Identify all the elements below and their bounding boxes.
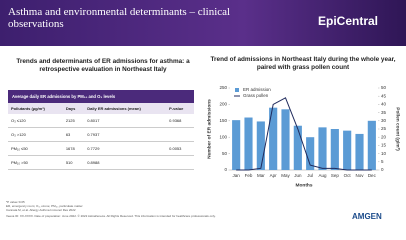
x-tick-label: Mar [257,173,265,178]
slide: Asthma and environmental determinants – … [0,0,406,221]
footer-logo: AMGEN [352,212,382,221]
footnote: ER, emergency room; O₃, ozone; PM₁₀, par… [6,204,83,208]
logo: EpiCentral [318,14,379,28]
bar [269,107,278,170]
y2-tick-label: 10 [381,151,387,156]
table-cell: PM₁₀ >50 [8,155,63,170]
bar [367,120,376,170]
section-title: Trends and determinants of ER admissions… [16,58,190,73]
table: Average daily ER admissions by PM₁₀ and … [8,90,194,170]
bar [355,133,364,170]
table-cell: 0.9368 [166,114,194,128]
table-cell: 1678 [62,141,85,156]
legend-label: Grass pollen [243,93,269,98]
column-header: P-value [166,103,194,114]
table-cell: 63 [62,127,85,142]
y2-tick-label: 20 [381,134,387,139]
table-row: O₃ ≤120 2125 0.8017 0.9368 [8,114,194,128]
x-tick-label: Sep [331,173,340,178]
bar [330,129,339,170]
x-tick-label: Oct [344,173,352,178]
footer: *P value<0.05 ER, emergency room; O₃, ozo… [6,200,336,218]
table-cell: 0.8988 [84,155,167,170]
y2-tick-label: 35 [381,110,387,115]
footnote: Cannata M, et al. Allergy Asthma Immunol… [6,208,76,212]
table-cell: PM₁₀ ≤50 [8,141,63,156]
x-axis-title: Months [295,182,312,188]
line [236,97,372,171]
y2-axis-title: Pollen count (g/m³) [395,107,401,151]
y2-tick-label: 30 [381,118,387,123]
y-tick-label: 200 [219,102,227,107]
x-tick-label: Dec [368,173,377,178]
header-row: Pollutants (µg/m³) Days Daily ER admission… [8,103,194,114]
table-cell: O₃ ≤120 [8,114,63,128]
x-tick-label: May [281,173,290,178]
table-caption: Average daily ER admissions by PM₁₀ and … [8,90,194,103]
y-tick-label: 250 [219,85,227,90]
y-axis-title: Number of ER admissions [206,99,212,159]
x-tick-label: Nov [355,173,364,178]
x-tick-label: Jan [233,173,241,178]
bar [293,125,302,170]
bar [306,137,315,170]
y2-tick-label: 5 [381,159,384,164]
x-tick-label: Feb [245,173,253,178]
slide-title: Asthma and environmental determinants – … [8,6,231,30]
table-cell [166,127,194,142]
bar [281,109,290,170]
x-tick-label: Apr [270,173,278,178]
chart-title: Trend of admissions in Northeast Italy d… [210,56,396,71]
table-cell: 2125 [62,114,85,128]
legend-label: ER admission [243,87,271,92]
y2-tick-label: 25 [381,126,387,131]
bar [244,117,253,170]
bar [343,130,352,170]
bar [232,120,241,170]
column-header: Daily ER admissions (mean) [84,103,167,114]
table-row: PM₁₀ ≤50 1678 0.7729 0.0053 [8,141,194,156]
header-banner [0,0,406,46]
table-cell: 510 [62,155,85,170]
y2-tick-label: 45 [381,93,387,98]
table-row: PM₁₀ >50 510 0.8988 [8,155,194,170]
y-tick-label: 100 [219,134,227,139]
y-tick-label: 0 [224,167,227,172]
table-cell [166,155,194,170]
bar [318,127,327,170]
bar [256,121,265,170]
table-cell: 0.7729 [84,141,167,156]
y-tick-label: 150 [219,118,227,123]
table-cell: 0.8017 [84,114,167,128]
table-body: O₃ ≤120 2125 0.8017 0.9368 O₃ >120 63 0.7937 PM… [8,114,194,170]
footnote: *P value<0.05 [6,200,25,204]
table-cell: 0.0053 [166,141,194,156]
chart: 0 50 100 150 200 250 0 5 10 15 20 25 30 35 40 45 50 Numbe… [206,85,401,188]
column-header: Pollutants (µg/m³) [8,103,63,114]
table-cell: 0.7937 [84,127,167,142]
y2-tick-label: 15 [381,143,387,148]
y2-tick-label: 0 [381,167,384,172]
x-tick-label: Aug [318,173,327,178]
legend-swatch [235,88,239,92]
legal-text: Veeva ID: XX-XXXX. Date of preparation: … [6,214,216,218]
y-tick-label: 50 [222,151,228,156]
y2-tick-label: 50 [381,85,387,90]
x-tick-label: Jul [307,173,313,178]
column-header: Days [62,103,85,114]
y2-tick-label: 40 [381,102,387,107]
table-cell: O₃ >120 [8,127,63,142]
table-row: O₃ >120 63 0.7937 [8,127,194,142]
x-tick-label: Jun [294,173,302,178]
